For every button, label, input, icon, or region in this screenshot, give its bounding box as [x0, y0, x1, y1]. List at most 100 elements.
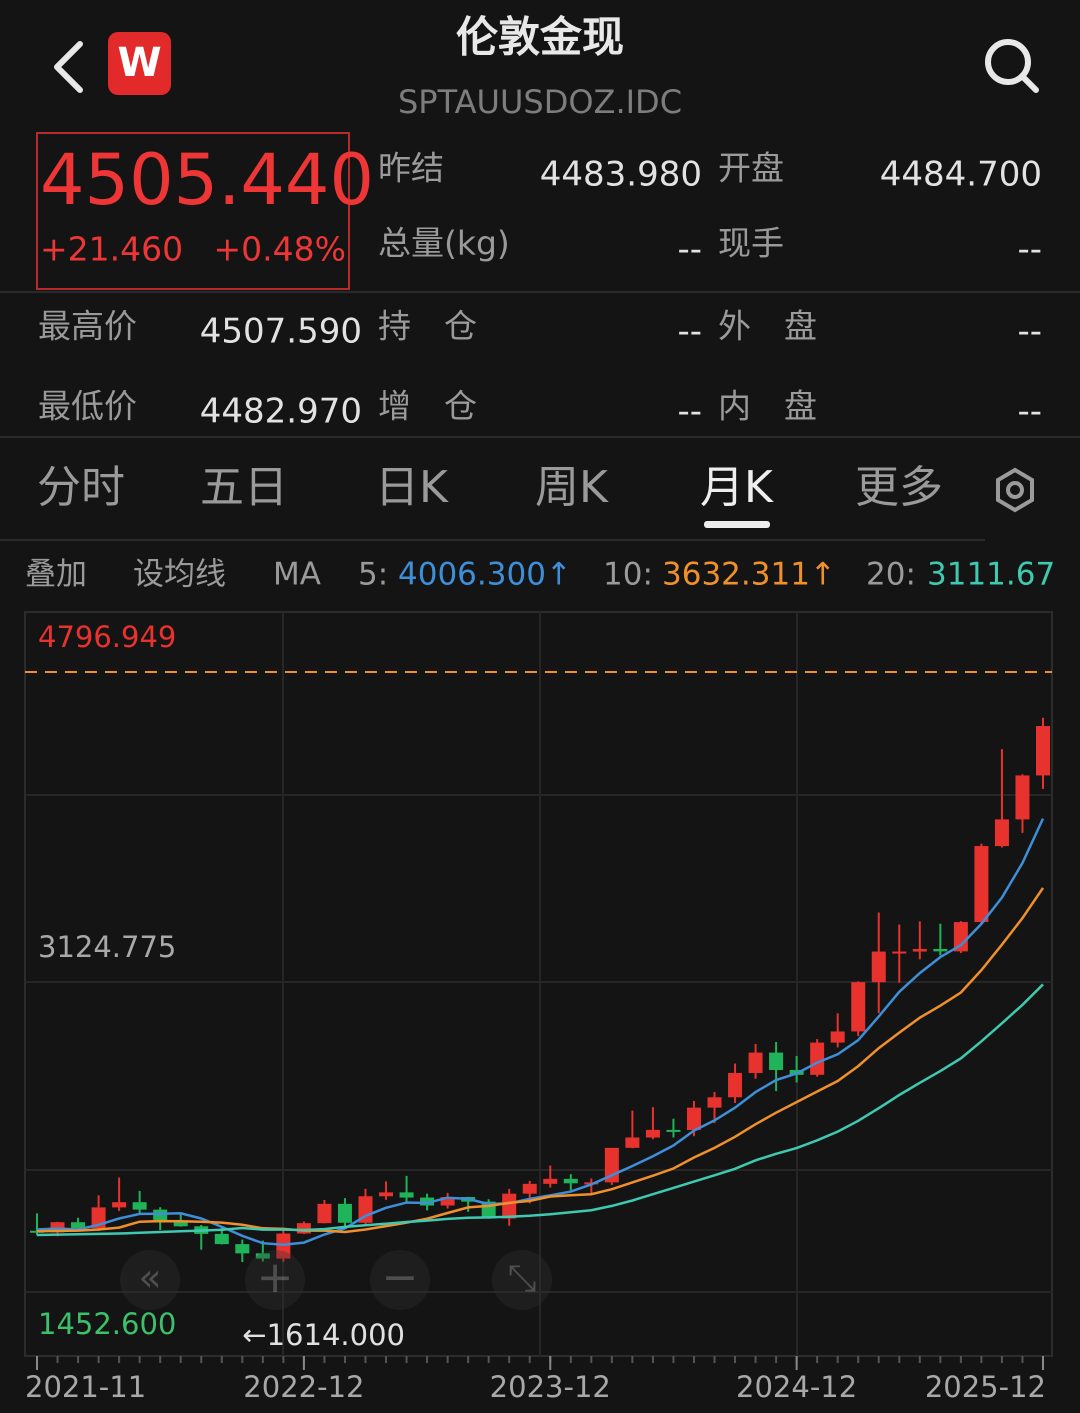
candle-body [30, 1230, 44, 1233]
chart-frame [24, 611, 1053, 1357]
field-value: -- [677, 392, 702, 432]
field-value: 4484.700 [880, 155, 1042, 195]
last-price: 4505.440 [40, 139, 374, 221]
field-value: 4483.980 [540, 155, 702, 195]
scroll-left-button[interactable] [120, 1250, 180, 1310]
ma-bar: 叠加 设均线 MA 5: 4006.300↑ 10: 3632.311↑ 20: 3111… [25, 557, 1080, 593]
candle-body [769, 1052, 784, 1071]
title: 伦敦金现 [456, 13, 624, 62]
field-value: -- [677, 312, 702, 352]
field-label: 最高价 [38, 307, 137, 346]
settings-button[interactable] [996, 467, 1034, 513]
price-change-pct: +0.48% [214, 230, 346, 269]
zoom-out-button[interactable] [370, 1250, 430, 1310]
y-tick-label: 4796.949 [38, 620, 176, 654]
logo-badge [108, 32, 171, 95]
tab[interactable]: 日K [375, 462, 449, 513]
fullscreen-button[interactable] [492, 1250, 552, 1310]
ma-label: MA [273, 557, 321, 593]
candle-body [379, 1192, 394, 1197]
candle-body [399, 1192, 414, 1198]
candle-body [420, 1197, 435, 1206]
legend-value: 4006.300↑ [398, 557, 572, 593]
icon: ⤡ [508, 1258, 537, 1299]
candle-body [810, 1042, 825, 1075]
candle-body [748, 1052, 763, 1073]
low-annotation: ←1614.000 [242, 1318, 405, 1352]
candle-body [974, 846, 989, 923]
candle-body [317, 1203, 332, 1224]
field-label: 开盘 [718, 149, 784, 188]
candle-body [892, 951, 907, 954]
set-ma-button[interactable]: 设均线 [133, 557, 226, 593]
ma-line [36, 818, 1045, 1246]
candle-body [543, 1178, 558, 1184]
overlay-button[interactable]: 叠加 [25, 557, 87, 593]
candle-body [358, 1196, 373, 1223]
tab[interactable]: 月K [700, 462, 774, 513]
candle-body [563, 1178, 578, 1184]
field-label: 外 盘 [718, 307, 817, 346]
candle-body [953, 922, 968, 952]
price-change: +21.460 [40, 230, 183, 269]
field-label: 持 仓 [378, 307, 477, 346]
x-tick-label: 2025-12 [925, 1370, 1046, 1404]
candle-body [686, 1107, 701, 1131]
candle-body [112, 1202, 127, 1208]
zoom-in-button[interactable] [245, 1250, 305, 1310]
candle-body [153, 1209, 168, 1221]
x-tick-label: 2023-12 [490, 1370, 611, 1404]
field-label: 最低价 [38, 387, 137, 426]
x-tick-label: 2022-12 [243, 1370, 364, 1404]
field-label: 昨结 [378, 149, 444, 188]
tab-bar: 分时 五日 日K 周K 月K 更多 [37, 462, 943, 528]
candle-body [666, 1129, 681, 1132]
field-label: 内 盘 [718, 387, 817, 426]
candle-body [994, 819, 1009, 847]
candle-body [728, 1072, 743, 1098]
tab[interactable]: 周K [535, 462, 609, 513]
candle-body [871, 951, 886, 983]
legend-label: 5: [358, 557, 388, 593]
y-tick-label: 3124.775 [38, 930, 176, 964]
tab[interactable]: 分时 [37, 462, 125, 513]
candle-body [1015, 775, 1030, 820]
field-value: 4507.590 [200, 312, 362, 352]
icon: − [382, 1252, 419, 1303]
candle-body [132, 1202, 147, 1210]
candle-body [851, 982, 866, 1032]
settings-icon [1006, 481, 1024, 499]
tab[interactable]: 五日 [200, 462, 288, 513]
field-label: 现手 [718, 224, 784, 263]
candle-body [1036, 726, 1050, 776]
logo-text: W [117, 40, 161, 86]
candle-body [71, 1222, 86, 1229]
price-box [36, 132, 350, 290]
chart-controls: « + − ⤡ [120, 1250, 552, 1310]
search-icon [985, 39, 1031, 85]
x-tick-label: 2021-11 [25, 1370, 146, 1404]
icon: + [257, 1252, 294, 1303]
candle-body [296, 1223, 311, 1234]
legend-value: 3632.311↑ [662, 557, 836, 593]
icon: « [138, 1256, 161, 1300]
candle-body [276, 1233, 291, 1259]
settings-icon [996, 467, 1034, 513]
field-label: 增 仓 [378, 387, 477, 426]
candle-body [830, 1031, 845, 1043]
x-tick-label: 2024-12 [736, 1370, 857, 1404]
candle-body [707, 1097, 722, 1108]
back-button[interactable] [54, 41, 83, 93]
search-button[interactable] [985, 39, 1039, 93]
legend-value: 3111.679↑ [927, 557, 1080, 593]
candle-body [337, 1203, 352, 1223]
candle-body [933, 948, 948, 952]
tab[interactable]: 更多 [855, 462, 943, 513]
candle-body [440, 1197, 455, 1206]
candle-body [255, 1253, 270, 1259]
candle-body [625, 1137, 640, 1148]
candle-body [173, 1220, 188, 1227]
